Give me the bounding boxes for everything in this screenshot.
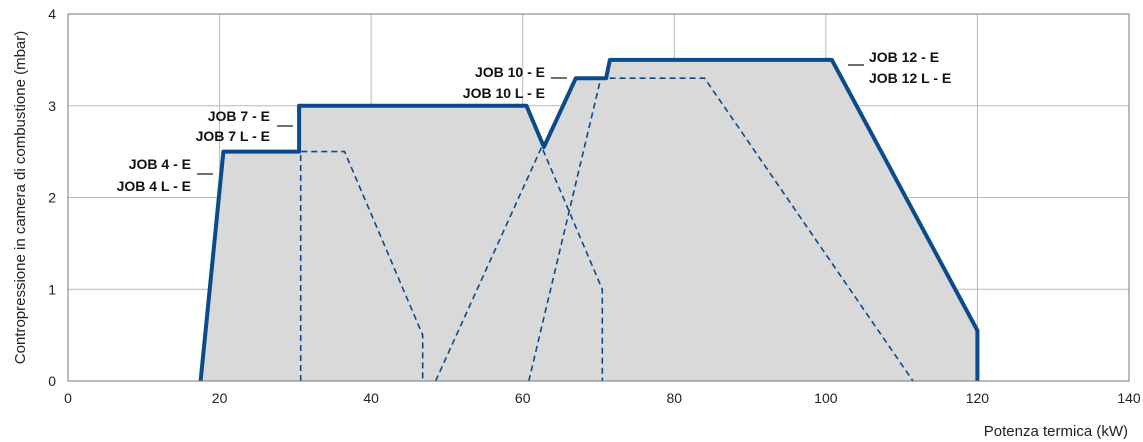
plot-frame (67, 13, 1130, 382)
series-label-line: JOB 12 L - E (869, 70, 951, 86)
x-tick-labels: 0 20 40 60 80 100 120 140 (64, 390, 1141, 406)
x-tick-label: 60 (515, 390, 531, 406)
y-tick-label: 0 (48, 373, 56, 389)
dashed-curve-3 (528, 77, 914, 382)
y-axis-label: Contropressione in camera di combustione… (12, 31, 29, 364)
dashed-curve-1 (299, 150, 424, 381)
x-tick-label: 140 (1117, 390, 1141, 406)
x-tick-label: 120 (966, 390, 990, 406)
x-tick-label: 0 (64, 390, 72, 406)
y-tick-label: 3 (48, 98, 56, 114)
envelope-line (198, 57, 980, 382)
series-labels: JOB 4 - E JOB 4 L - E JOB 7 - E JOB 7 L - E… (117, 49, 952, 194)
series-label-line: JOB 10 L - E (463, 85, 545, 101)
series-label-line: JOB 7 L - E (196, 128, 270, 144)
series-label-line: JOB 7 - E (208, 108, 270, 124)
series-label-line: JOB 12 - E (869, 49, 939, 65)
x-axis-label: Potenza termica (kW) (984, 423, 1128, 440)
dashed-curve-2 (434, 145, 604, 382)
x-tick-label: 40 (363, 390, 379, 406)
y-tick-label: 2 (48, 190, 56, 206)
series-label-line: JOB 4 - E (129, 156, 191, 172)
y-tick-labels: 0 1 2 3 4 (48, 6, 56, 389)
y-tick-label: 1 (48, 281, 56, 297)
dashed-curves (299, 77, 914, 382)
x-tick-label: 80 (666, 390, 682, 406)
operating-area (200, 59, 978, 382)
series-label-line: JOB 4 L - E (117, 178, 191, 194)
x-tick-label: 20 (212, 390, 228, 406)
y-tick-label: 4 (48, 6, 56, 22)
x-tick-label: 100 (814, 390, 838, 406)
series-label-line: JOB 10 - E (475, 64, 545, 80)
